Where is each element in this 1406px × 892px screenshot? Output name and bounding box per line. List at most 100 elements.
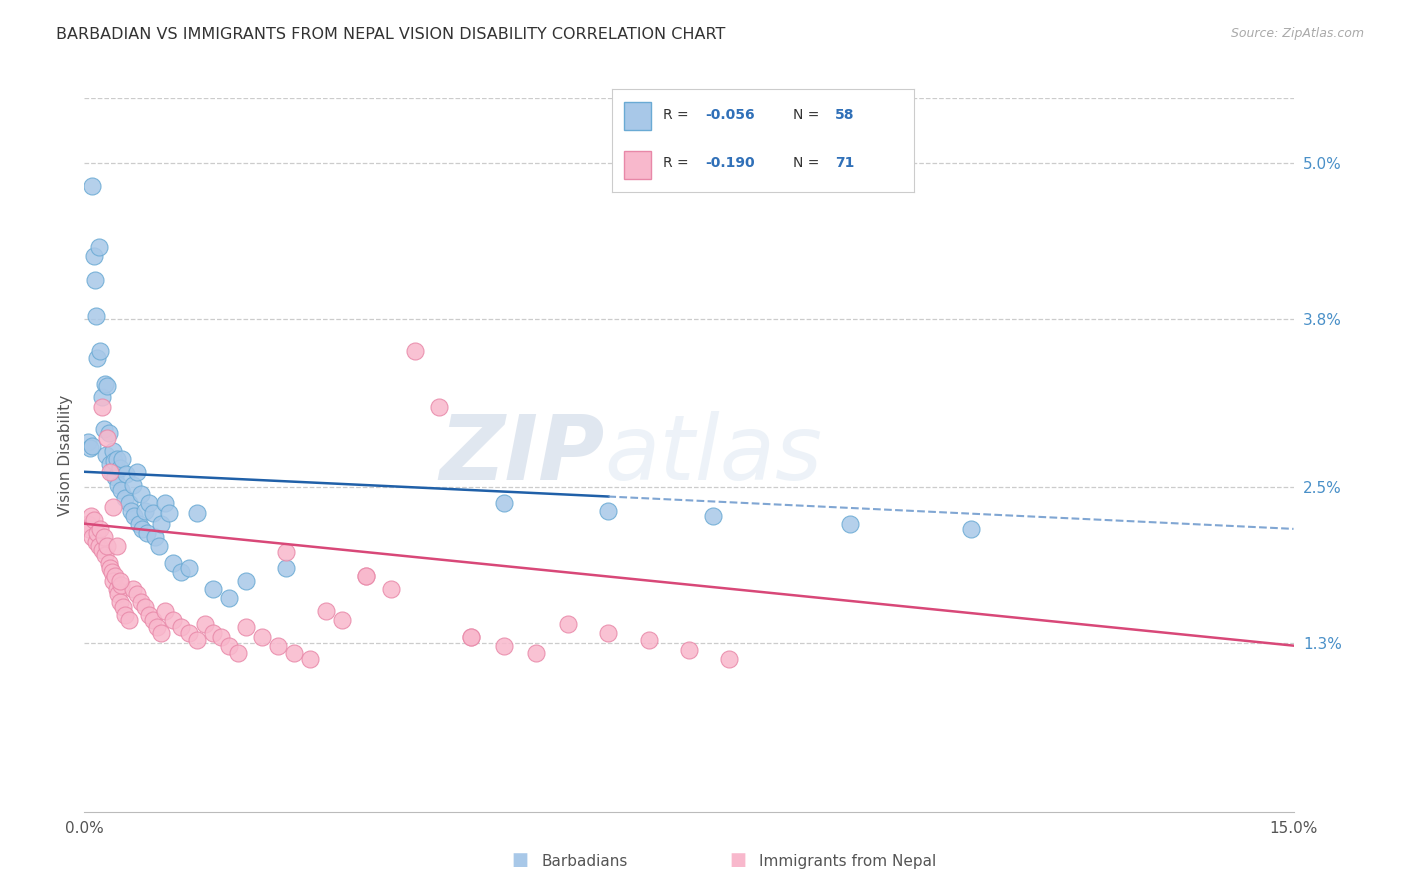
Point xyxy=(108,574,131,588)
Point xyxy=(356,568,378,582)
Point xyxy=(209,630,232,644)
Point xyxy=(103,574,125,588)
Point xyxy=(149,625,172,640)
Point xyxy=(84,534,107,549)
Text: 71: 71 xyxy=(835,156,855,170)
Point xyxy=(100,565,122,579)
Point xyxy=(86,351,108,365)
Point xyxy=(142,506,165,520)
Point xyxy=(86,525,108,540)
FancyBboxPatch shape xyxy=(624,151,651,179)
Point xyxy=(96,539,118,553)
Point xyxy=(142,613,165,627)
Point xyxy=(83,513,105,527)
Point xyxy=(492,496,515,510)
Point xyxy=(82,179,104,194)
Point xyxy=(121,582,143,596)
Point xyxy=(97,556,120,570)
Point xyxy=(136,525,159,540)
Point xyxy=(125,465,148,479)
Point xyxy=(170,565,193,579)
Point xyxy=(460,630,482,644)
Point xyxy=(678,642,700,657)
Point xyxy=(170,620,193,634)
Point xyxy=(76,516,98,531)
Point xyxy=(77,522,100,536)
Point xyxy=(274,545,297,559)
Point xyxy=(186,633,208,648)
Point xyxy=(162,613,184,627)
Point xyxy=(427,400,450,414)
Text: Immigrants from Nepal: Immigrants from Nepal xyxy=(759,854,936,869)
Point xyxy=(460,630,482,644)
Point xyxy=(107,587,129,601)
Point xyxy=(179,561,201,575)
Point xyxy=(356,568,378,582)
Point xyxy=(718,651,741,665)
Point xyxy=(235,574,257,588)
Text: 58: 58 xyxy=(835,108,855,122)
Point xyxy=(103,500,125,514)
Point xyxy=(87,240,110,254)
Point xyxy=(100,465,122,479)
Point xyxy=(94,548,117,562)
Point xyxy=(107,477,129,491)
Point xyxy=(557,616,579,631)
Point xyxy=(598,625,620,640)
Point xyxy=(103,454,125,468)
Point xyxy=(492,639,515,653)
Point xyxy=(118,613,141,627)
Point xyxy=(96,431,118,445)
Point xyxy=(218,639,240,653)
Point xyxy=(138,496,160,510)
Point xyxy=(186,506,208,520)
Point xyxy=(143,530,166,544)
Point xyxy=(134,599,156,614)
Point xyxy=(146,620,169,634)
Text: R =: R = xyxy=(664,108,693,122)
Point xyxy=(218,591,240,605)
Point xyxy=(101,444,124,458)
Point xyxy=(83,249,105,263)
Point xyxy=(124,508,146,523)
Y-axis label: Vision Disability: Vision Disability xyxy=(58,394,73,516)
Point xyxy=(134,504,156,518)
Point xyxy=(330,613,353,627)
Text: ZIP: ZIP xyxy=(439,411,605,499)
Point xyxy=(77,434,100,449)
Text: R =: R = xyxy=(664,156,693,170)
Point xyxy=(404,344,426,359)
Point xyxy=(129,487,152,501)
Point xyxy=(98,561,121,575)
Point xyxy=(112,599,135,614)
Point xyxy=(179,625,201,640)
Point xyxy=(93,376,115,391)
Text: Source: ZipAtlas.com: Source: ZipAtlas.com xyxy=(1230,27,1364,40)
Point xyxy=(162,556,184,570)
Point xyxy=(202,582,225,596)
Point xyxy=(598,504,620,518)
Point xyxy=(524,647,547,661)
Point xyxy=(98,465,121,479)
Point xyxy=(91,542,114,557)
Point xyxy=(702,508,724,523)
Text: N =: N = xyxy=(793,108,824,122)
Point xyxy=(104,568,127,582)
Point xyxy=(89,344,111,359)
Point xyxy=(89,522,111,536)
Text: N =: N = xyxy=(793,156,824,170)
Point xyxy=(111,451,134,466)
Point xyxy=(120,504,142,518)
Point xyxy=(267,639,290,653)
Point xyxy=(97,425,120,440)
Point xyxy=(960,522,983,536)
Point xyxy=(118,496,141,510)
Point xyxy=(637,633,659,648)
Point xyxy=(128,516,150,531)
Point xyxy=(110,483,132,497)
Point xyxy=(110,577,132,591)
Text: atlas: atlas xyxy=(605,411,823,499)
Point xyxy=(82,530,104,544)
Point xyxy=(131,522,153,536)
Text: BARBADIAN VS IMMIGRANTS FROM NEPAL VISION DISABILITY CORRELATION CHART: BARBADIAN VS IMMIGRANTS FROM NEPAL VISIO… xyxy=(56,27,725,42)
